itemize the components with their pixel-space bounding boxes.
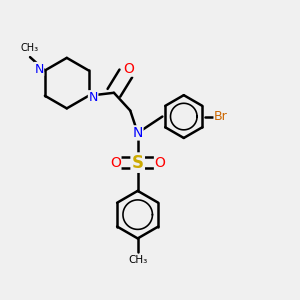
Text: N: N: [133, 126, 143, 140]
Text: O: O: [154, 156, 165, 170]
Text: S: S: [132, 154, 144, 172]
Text: N: N: [34, 62, 44, 76]
Text: CH₃: CH₃: [21, 43, 39, 53]
Text: N: N: [88, 91, 98, 104]
Text: O: O: [110, 156, 121, 170]
Text: O: O: [123, 62, 134, 76]
Text: CH₃: CH₃: [128, 255, 147, 265]
Text: Br: Br: [214, 110, 228, 123]
